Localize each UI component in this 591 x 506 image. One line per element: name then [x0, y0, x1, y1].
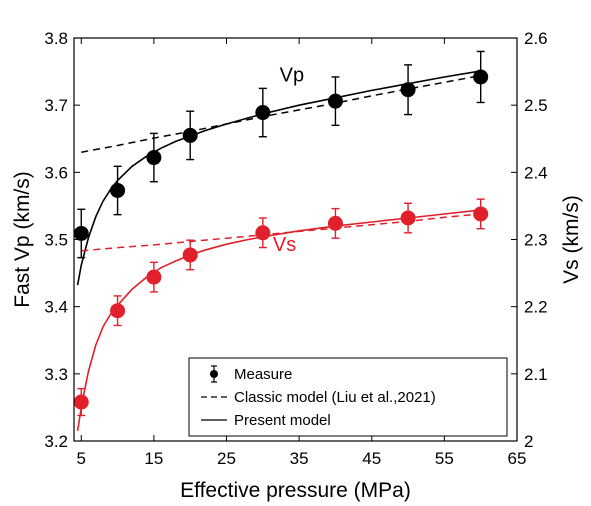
y-left-tick-label: 3.5: [44, 231, 68, 250]
x-tick-label: 55: [435, 449, 454, 468]
y-left-tick-label: 3.8: [44, 29, 68, 48]
y-right-tick-label: 2.6: [524, 29, 548, 48]
measure-points: [73, 50, 489, 417]
y-left-tick-label: 3.6: [44, 163, 68, 182]
y-left-axis-ticks: 3.2 3.3 3.4 3.5 3.6 3.7 3.8: [44, 29, 80, 451]
x-tick-label: 35: [290, 449, 309, 468]
x-axis-title: Effective pressure (MPa): [180, 479, 411, 502]
data-point-vs: [73, 394, 89, 410]
data-point-vp: [146, 150, 162, 166]
data-point-vs: [473, 206, 489, 222]
y-right-tick-label: 2.2: [524, 298, 548, 317]
data-point-vs: [255, 225, 271, 241]
y-right-axis-ticks: 2 2.1 2.2 2.3 2.4 2.5 2.6: [511, 29, 548, 451]
x-axis-ticks: 5 15 25 35 45 55 65: [77, 38, 527, 468]
classic-model-line-vp: [81, 74, 481, 153]
present-model-line-vs: [76, 209, 481, 432]
data-point-vs: [182, 247, 198, 263]
y-left-tick-label: 3.7: [44, 96, 68, 115]
present-model-line-vp: [76, 70, 481, 286]
data-point-vp: [473, 69, 489, 85]
legend-measure-icon: [210, 365, 218, 383]
x-tick-label: 65: [508, 449, 527, 468]
y-left-tick-label: 3.2: [44, 432, 68, 451]
y-left-axis-title: Fast Vp (km/s): [11, 171, 34, 308]
legend-box: [188, 357, 508, 437]
y-right-axis-title: Vs (km/s): [560, 195, 583, 284]
y-right-tick-label: 2.5: [524, 96, 548, 115]
y-right-tick-label: 2.3: [524, 231, 548, 250]
series-label-vp: Vp: [280, 65, 304, 87]
y-right-tick-label: 2.4: [524, 163, 548, 182]
x-tick-label: 15: [144, 449, 163, 468]
x-tick-label: 25: [217, 449, 236, 468]
x-tick-label: 5: [77, 449, 86, 468]
data-point-vs: [327, 215, 343, 231]
data-point-vp: [182, 127, 198, 143]
x-tick-label: 45: [362, 449, 381, 468]
data-point-vp: [110, 182, 126, 198]
y-right-tick-label: 2: [524, 432, 533, 451]
legend-label-measure: Measure: [234, 366, 292, 383]
data-point-vp: [73, 225, 89, 241]
legend-label-classic-model: Classic model (Liu et al.,2021): [234, 389, 436, 406]
y-left-tick-label: 3.3: [44, 365, 68, 384]
legend: Measure Classic model (Liu et al.,2021) …: [188, 357, 508, 437]
series-label-vs: Vs: [273, 234, 296, 256]
classic-model-line-vs: [81, 213, 481, 252]
y-right-tick-label: 2.1: [524, 365, 548, 384]
data-point-vp: [255, 105, 271, 121]
data-point-vs: [400, 210, 416, 226]
data-point-vs: [110, 303, 126, 319]
y-left-tick-label: 3.4: [44, 298, 68, 317]
legend-label-present-model: Present model: [234, 412, 331, 429]
data-point-vp: [327, 93, 343, 109]
data-point-vs: [146, 269, 162, 285]
data-point-vp: [400, 82, 416, 98]
legend-dot-icon: [210, 370, 218, 378]
